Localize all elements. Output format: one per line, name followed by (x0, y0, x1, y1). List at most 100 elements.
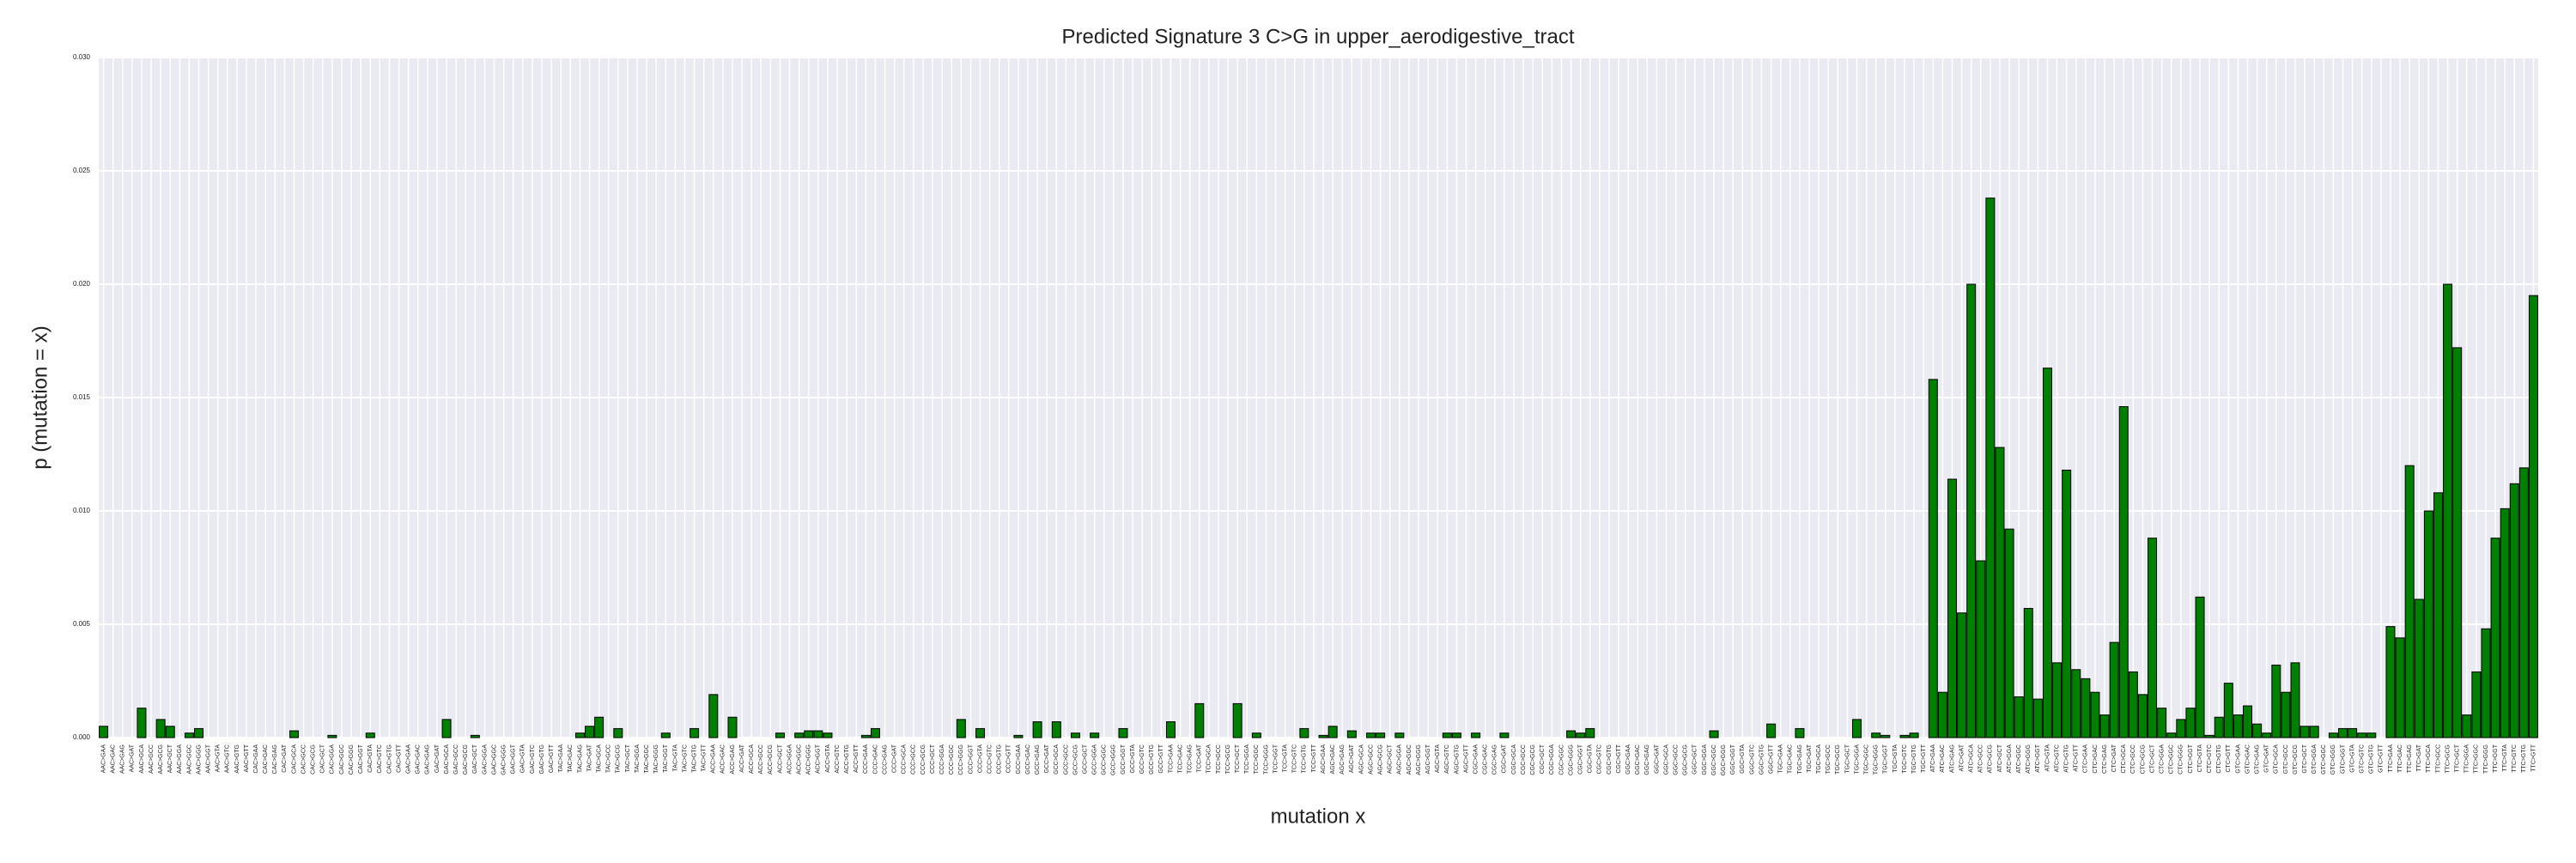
x-tick-label: ACC>GGT (816, 744, 822, 774)
x-tick-label: GCC>GGA (1092, 744, 1098, 775)
bar (1442, 732, 1452, 738)
bar (1871, 732, 1881, 738)
bar (2014, 696, 2024, 738)
x-tick-label: CCC>GAG (882, 744, 888, 775)
x-tick-label: AGC>GGG (1416, 744, 1422, 775)
x-tick-label: CAC>GTC (377, 744, 383, 774)
bar (1032, 721, 1042, 738)
x-tick-label: GGC>GTA (1740, 744, 1746, 774)
bar (165, 726, 175, 738)
x-tick-label: GAC>GTG (539, 744, 545, 774)
x-tick-label: TGC>GAT (1807, 744, 1813, 772)
x-tick-label: TTC>GTT (2530, 744, 2537, 771)
bar (1709, 730, 1719, 738)
bar (1995, 447, 2005, 738)
bar (2166, 732, 2177, 738)
x-tick-label: GTC>GAG (2254, 744, 2260, 774)
bar (2357, 732, 2367, 738)
x-tick-label: GCC>GAT (1044, 744, 1050, 773)
x-tick-label: AAC>GTA (216, 744, 222, 773)
x-tick-label: ACC>GCA (749, 744, 755, 774)
x-tick-label: CTC>GAC (2093, 744, 2099, 774)
x-tick-label: GTC>GCG (2293, 744, 2299, 775)
x-tick-label: CGC>GTG (1607, 744, 1613, 775)
x-tick-label: GTC>GCA (2274, 744, 2280, 774)
bar (775, 732, 785, 738)
bar (860, 734, 871, 738)
bar (2243, 705, 2253, 738)
x-tick-label: GCC>GGT (1121, 744, 1127, 775)
x-tick-label: AGC>GCC (1368, 744, 1374, 775)
bar (2462, 714, 2472, 738)
x-tick-label: CAC>GTG (386, 744, 392, 774)
bar (1766, 723, 1777, 738)
bar (2223, 683, 2233, 738)
x-tick-label: TAC>GAA (558, 744, 564, 773)
x-tick-label: ATC>GTA (2044, 744, 2050, 772)
x-tick-label: TAC>GGA (635, 744, 641, 773)
x-tick-label: TGC>GGT (1883, 744, 1889, 774)
x-tick-label: TCC>GCA (1206, 744, 1212, 774)
x-tick-label: AAC>GAT (130, 744, 136, 772)
x-tick-label: GCC>GCC (1063, 744, 1069, 775)
x-tick-label: ACC>GTA (825, 744, 831, 773)
x-tick-label: TTC>GTA (2502, 744, 2508, 772)
x-tick-label: ATC>GAC (1940, 744, 1946, 773)
bar (1795, 727, 1805, 738)
x-tick-label: GTC>GGG (2330, 744, 2336, 775)
x-tick-label: CAC>GCG (311, 744, 317, 775)
x-tick-label: ACC>GTC (835, 744, 841, 774)
bar (184, 732, 194, 738)
x-tick-label: CCC>GTC (987, 744, 993, 774)
bar (690, 727, 700, 738)
x-tick-label: AAC>GAA (100, 744, 106, 774)
bar (2195, 596, 2205, 738)
x-tick-label: GGC>GAC (1635, 744, 1641, 775)
x-tick-label: TGC>GCC (1826, 744, 1832, 774)
y-tick-label: 0.000 (73, 733, 91, 741)
x-tick-label: GTC>GAA (2235, 744, 2241, 774)
x-tick-label: GAC>GGA (482, 744, 488, 775)
x-tick-label: GTC>GTC (2360, 744, 2366, 774)
x-tick-label: AAC>GCC (149, 744, 155, 774)
bar (2185, 708, 2196, 738)
bar (1976, 560, 1986, 738)
x-tick-label: GTC>GAC (2245, 744, 2251, 774)
x-tick-label: CCC>GGA (939, 744, 945, 775)
bar (2109, 641, 2119, 738)
x-tick-label: CAC>GGA (330, 744, 336, 775)
x-tick-label: ATC>GGA (2007, 744, 2013, 773)
x-tick-label: CGC>GCT (1540, 744, 1546, 774)
x-tick-label: GAC>GAT (434, 744, 440, 773)
x-tick-label: GGC>GGA (1702, 744, 1708, 775)
x-tick-label: AAC>GCT (167, 744, 173, 773)
x-tick-label: TCC>GCG (1225, 744, 1231, 774)
x-tick-label: ATC>GTT (2074, 744, 2080, 771)
x-tick-label: TGC>GGA (1854, 744, 1860, 775)
x-tick-label: GCC>GAC (1025, 744, 1031, 775)
bar (813, 730, 823, 738)
bar (1928, 379, 1938, 738)
x-tick-label: CGC>GTC (1597, 744, 1603, 774)
bar (1194, 702, 1205, 738)
x-tick-label: GGC>GAA (1625, 744, 1631, 775)
bar (1394, 732, 1405, 738)
x-tick-label: AGC>GAT (1349, 744, 1355, 773)
bar (2423, 510, 2433, 738)
x-tick-label: GCC>GAA (1016, 744, 1022, 775)
x-tick-label: CCC>GCC (911, 744, 917, 775)
y-axis-label: p (mutation = x) (28, 325, 52, 469)
x-tick-label: TCC>GTC (1292, 744, 1298, 773)
bar (975, 727, 986, 738)
x-tick-label: GCC>GCT (1082, 744, 1088, 774)
x-tick-label: AGC>GAA (1321, 744, 1327, 774)
x-tick-label: TAC>GTC (682, 744, 688, 772)
x-tick-label: CGC>GGT (1578, 744, 1584, 775)
x-tick-label: CGC>GAG (1492, 744, 1498, 775)
x-tick-label: TGC>GCA (1816, 744, 1822, 774)
x-tick-label: GAC>GTT (549, 744, 555, 773)
bar (2443, 283, 2453, 738)
x-tick-label: TCC>GGT (1273, 744, 1279, 773)
x-tick-label: CAC>GAT (282, 744, 288, 772)
x-tick-label: GGC>GTG (1759, 744, 1765, 775)
